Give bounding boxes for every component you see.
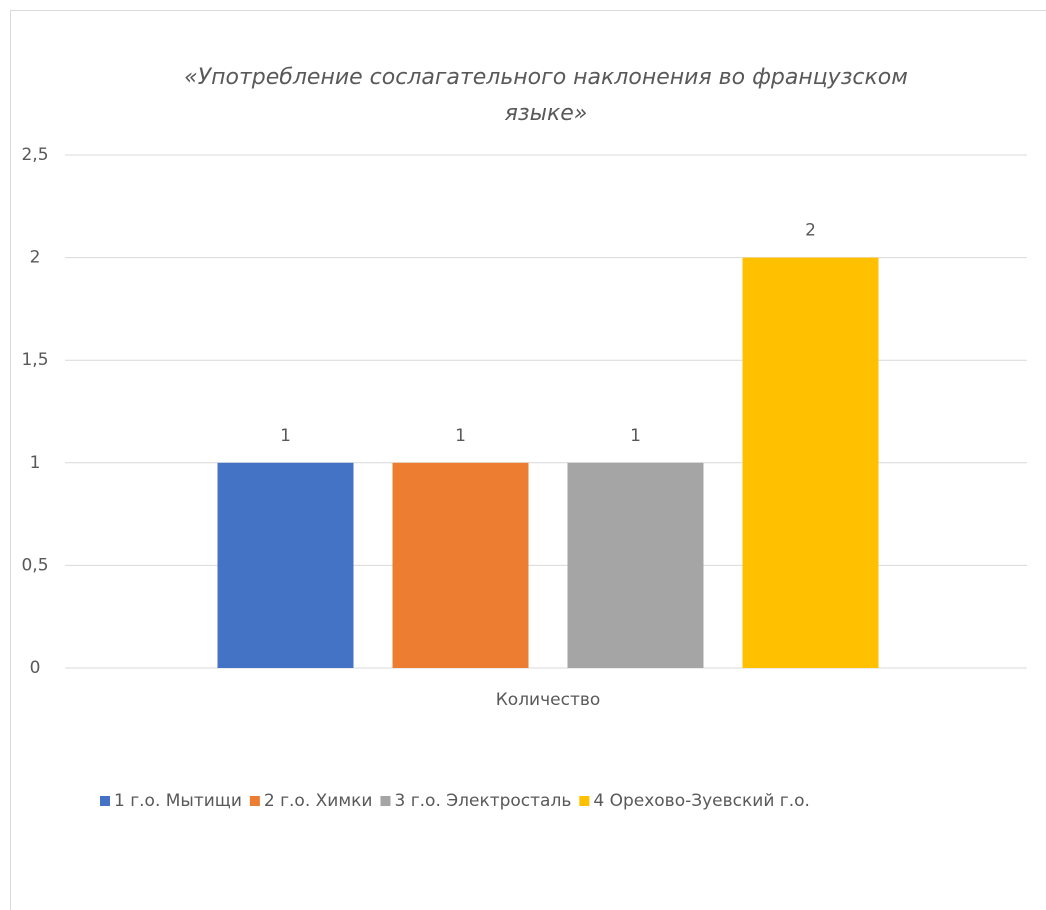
bar [742,257,879,668]
legend-marker [380,796,391,806]
data-label: 1 [630,426,641,446]
chart-frame [10,10,1046,910]
data-label: 2 [805,221,816,241]
legend-label: 3 г.о. Электросталь [394,791,571,811]
bar [217,462,354,668]
legend-marker [579,796,590,806]
legend-label: 1 г.о. Мытищи [114,791,242,811]
data-label: 1 [455,426,466,446]
data-label: 1 [280,426,291,446]
legend-label: 2 г.о. Химки [264,791,373,811]
y-tick-label: 1 [30,453,41,473]
y-tick-label: 1,5 [21,350,48,370]
legend-marker [100,796,110,806]
y-tick-label: 2 [30,248,41,268]
x-tick-label: Количество [496,690,601,710]
legend-label: 4 Орехово-Зуевский г.о. [593,791,810,811]
legend-marker [249,796,260,806]
y-tick-label: 0,5 [21,555,48,575]
bar [567,462,704,668]
bar [392,462,529,668]
y-tick-label: 2,5 [21,145,48,165]
chart-title: «Употребление сослагательного наклонения… [184,65,908,126]
y-tick-label: 0 [30,658,41,678]
